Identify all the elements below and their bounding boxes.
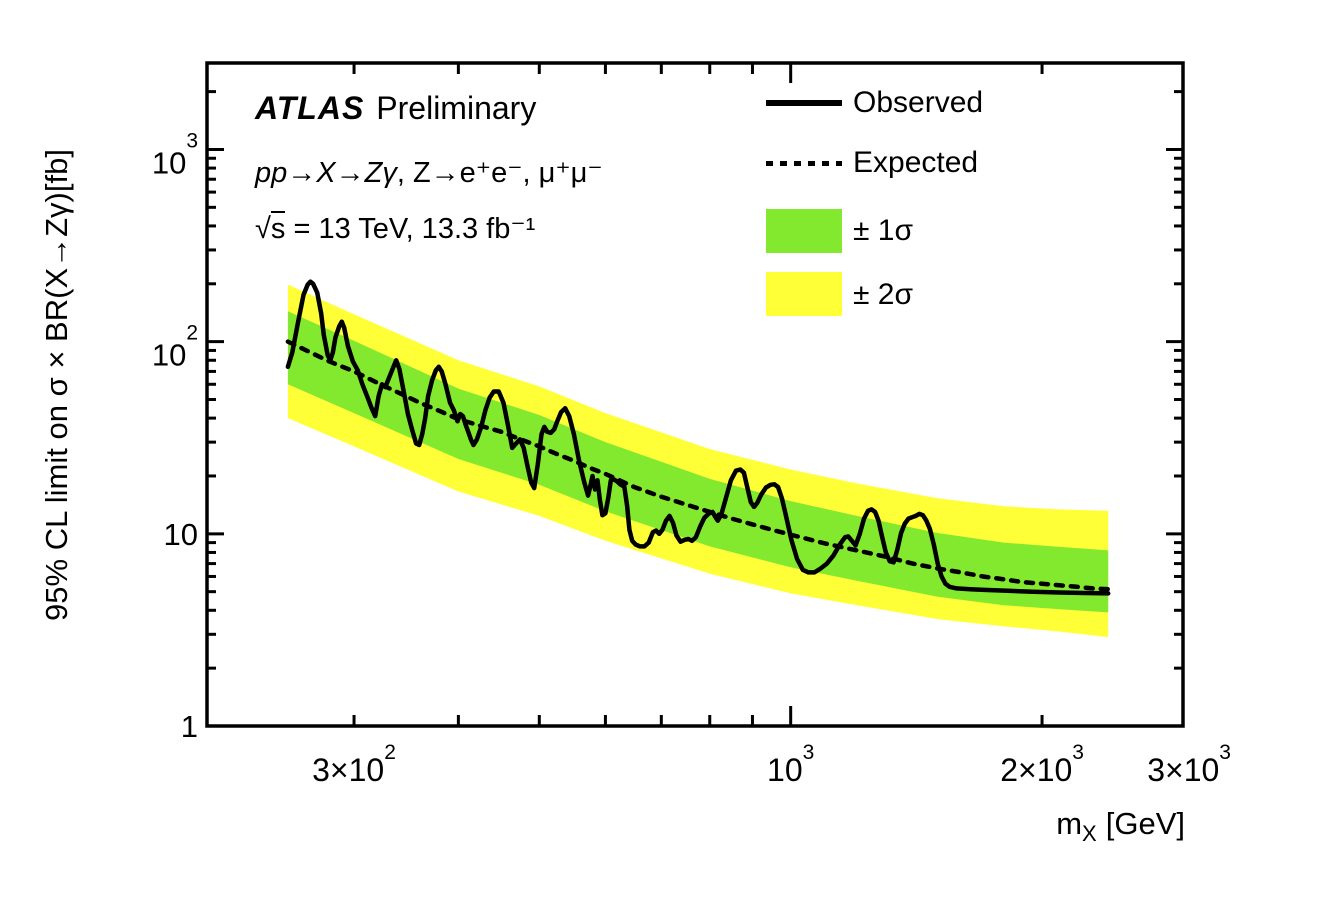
legend-expected-label: Expected: [853, 146, 979, 179]
sqrt-icon: √: [255, 213, 271, 245]
x-axis-symbol: m: [1056, 806, 1083, 841]
svg-text:3×102: 3×102: [312, 741, 396, 788]
sqrt-s: s: [270, 211, 286, 245]
header-line-experiment: ATLAS Preliminary: [255, 90, 536, 127]
process-decay: pp→X→Zγ: [255, 157, 397, 189]
header-line-process: pp→X→Zγ, Z→e⁺e⁻, μ⁺μ⁻: [255, 155, 603, 190]
experiment-name: ATLAS: [255, 90, 365, 126]
x-axis-subscript: X: [1082, 821, 1097, 846]
header-line-energy: √s = 13 TeV, 13.3 fb⁻¹: [255, 211, 535, 246]
y-axis-title: 95% CL limit on σ × BR(X→Zγ)[fb]: [39, 149, 74, 621]
legend-2sigma-swatch: [766, 272, 842, 316]
process-channels: , Z→e⁺e⁻, μ⁺μ⁻: [396, 157, 603, 189]
legend-2sigma-label: ± 2σ: [853, 278, 913, 311]
experiment-status: Preliminary: [376, 90, 537, 126]
svg-text:10: 10: [164, 517, 198, 552]
legend-observed-swatch: [766, 100, 842, 106]
svg-text:2×103: 2×103: [1000, 741, 1084, 788]
svg-text:3×103: 3×103: [1147, 741, 1231, 788]
x-axis-title: mX [GeV]: [1056, 806, 1185, 847]
legend-1sigma-swatch: [766, 209, 842, 253]
svg-text:103: 103: [152, 130, 198, 181]
energy-luminosity: = 13 TeV, 13.3 fb⁻¹: [285, 213, 536, 245]
svg-text:1: 1: [181, 709, 198, 744]
legend-observed-label: Observed: [853, 86, 984, 119]
x-axis-unit: [GeV]: [1105, 806, 1185, 841]
svg-text:103: 103: [767, 741, 814, 788]
svg-text:102: 102: [152, 322, 198, 373]
legend-expected-swatch: [766, 161, 842, 166]
legend-1sigma-label: ± 1σ: [853, 214, 913, 247]
